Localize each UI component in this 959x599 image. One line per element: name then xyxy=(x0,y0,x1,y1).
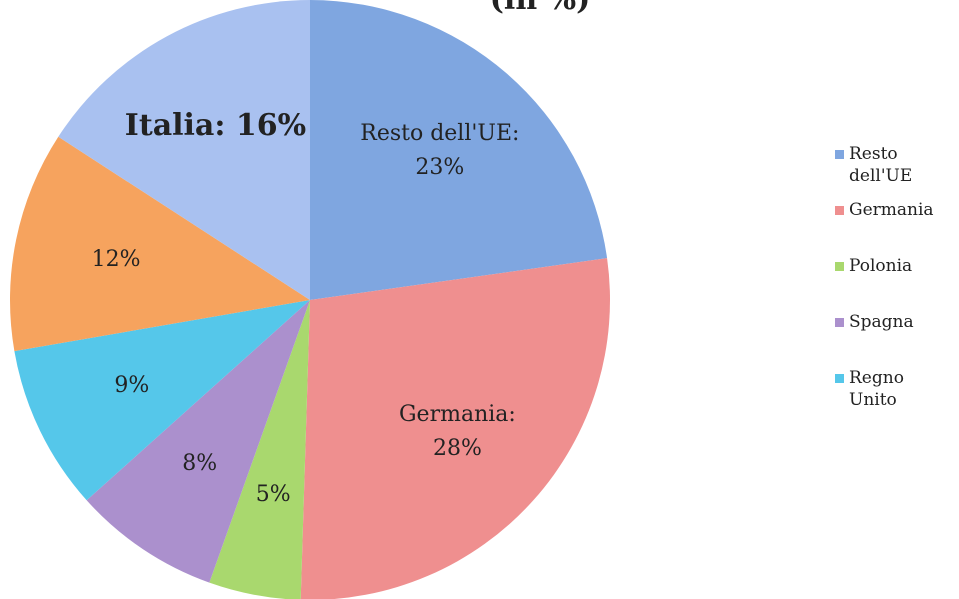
pie-slice xyxy=(14,300,311,501)
chart-title: (in %) xyxy=(490,0,591,17)
legend-entry: Germania xyxy=(835,199,939,221)
legend-label: Germania xyxy=(849,200,934,220)
data-label: 5% xyxy=(255,481,291,507)
legend-entry: Spagna xyxy=(835,311,939,333)
legend-label: Resto dell'UE xyxy=(849,144,913,186)
legend-swatch xyxy=(835,206,844,215)
legend-swatch xyxy=(835,318,844,327)
pie-slice xyxy=(10,136,311,352)
data-label: Germania: 28% xyxy=(398,402,516,462)
legend-entry: Regno Unito xyxy=(835,367,939,411)
pie-slice xyxy=(209,300,310,599)
legend-swatch xyxy=(835,262,844,271)
pie-slice xyxy=(58,0,310,300)
data-label: 9% xyxy=(114,373,150,399)
legend-swatch xyxy=(835,150,844,159)
pie-slice xyxy=(310,0,608,300)
pie-slice xyxy=(86,300,310,583)
legend-label: Regno Unito xyxy=(849,368,904,410)
legend-entry: Resto dell'UE xyxy=(835,143,939,187)
legend-label: Spagna xyxy=(849,312,914,332)
legend-entry: Polonia xyxy=(835,255,939,277)
data-label: 12% xyxy=(91,247,141,273)
data-label: Resto dell'UE: 23% xyxy=(360,120,520,180)
legend-label: Polonia xyxy=(849,256,913,276)
legend-swatch xyxy=(835,374,844,383)
data-label: 8% xyxy=(182,451,218,477)
pie-slice xyxy=(300,258,610,599)
data-label: Italia: 16% xyxy=(124,108,307,144)
